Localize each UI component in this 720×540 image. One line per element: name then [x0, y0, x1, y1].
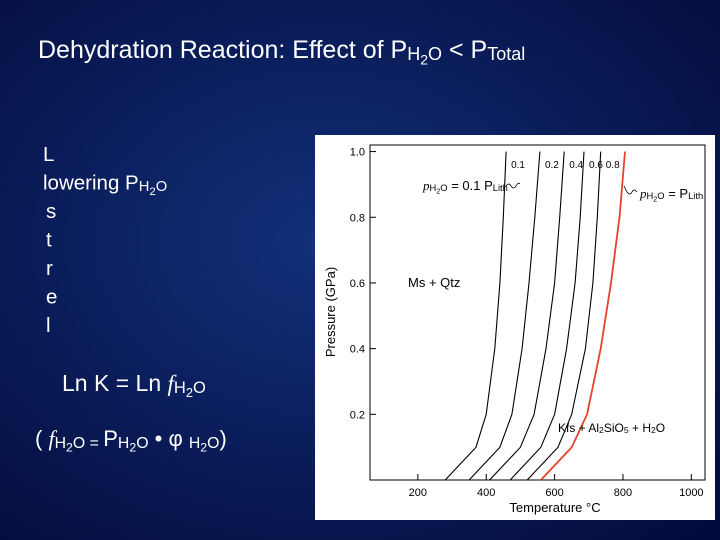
text-part: + H [629, 421, 651, 435]
annotation: Kfs + Al2SiO5 + H2O [558, 421, 665, 435]
body-line: L [43, 143, 54, 166]
text-part: l [46, 314, 51, 337]
text-part: Lith [493, 183, 508, 193]
slide-title: Dehydration Reaction: Effect of PH2O < P… [38, 36, 525, 68]
x-tick-label: 400 [477, 487, 495, 499]
text-part: O [193, 378, 206, 397]
text-part: L [43, 143, 54, 166]
x-axis-title: Temperature °C [509, 500, 600, 515]
annotation-pointer [623, 185, 638, 195]
text-part: O [656, 421, 665, 435]
text-part: 2 [186, 385, 193, 400]
text-part: H [430, 183, 437, 193]
series-label: 0.8 [606, 160, 620, 171]
text-part: H [139, 179, 150, 195]
text-part: 2 [436, 186, 440, 195]
curve [444, 151, 507, 481]
text-part: p [422, 178, 430, 193]
annotation: pH2O = 0.1 PLith [422, 178, 508, 195]
text-part: p [639, 186, 647, 201]
text-part: H [407, 44, 420, 64]
text-part: H [118, 435, 129, 452]
y-axis-title: Pressure (GPa) [323, 267, 338, 357]
text-part: ) [219, 426, 226, 451]
series-label: 0.2 [545, 160, 559, 171]
text-part: 2 [420, 52, 428, 68]
text-part: 2 [653, 194, 657, 203]
text-part: s [46, 200, 56, 223]
text-part: P [103, 426, 118, 451]
text-part: 2 [66, 441, 73, 455]
body-line: lowering PH2O [43, 172, 167, 198]
curve [468, 151, 541, 481]
text-part: Lith [688, 191, 703, 201]
text-part: O [136, 435, 148, 452]
y-tick-label: 0.4 [350, 344, 365, 356]
series-label: 0.4 [569, 160, 583, 171]
equation: Ln K = Ln fH2O [62, 370, 206, 400]
text-part: O [428, 44, 442, 64]
text-part: H [55, 435, 66, 452]
x-tick-label: 1000 [679, 487, 703, 499]
text-part: Total [487, 44, 525, 64]
annotation-pointer [505, 182, 521, 189]
text-part: t [46, 229, 52, 252]
curve [489, 151, 565, 481]
y-tick-label: 0.2 [350, 409, 365, 421]
text-part: 5 [624, 425, 629, 435]
text-part: 2 [651, 425, 656, 435]
y-tick-label: 0.8 [350, 212, 365, 224]
x-tick-label: 200 [409, 487, 427, 499]
text-part: • φ [149, 426, 189, 451]
equation: ( fH2O = PH2O • φ H2O) [35, 426, 227, 455]
text-part: H [189, 435, 200, 452]
body-line: l [46, 314, 51, 337]
text-part: Dehydration Reaction: Effect of P [38, 36, 407, 64]
y-tick-label: 0.6 [350, 278, 365, 290]
text-part: Kfs + Al [558, 421, 599, 435]
curve [540, 151, 626, 481]
text-part: 2 [149, 186, 155, 198]
plot-frame [369, 144, 706, 481]
text-part: SiO [604, 421, 624, 435]
text-part: ( [35, 426, 48, 451]
text-part: 2 [599, 425, 604, 435]
text-part: O [207, 435, 219, 452]
text-part: r [46, 257, 53, 280]
chart-panel [315, 135, 715, 520]
x-tick-label: 800 [614, 487, 632, 499]
text-part: Ms + Qtz [408, 275, 460, 290]
text-part: Ln K = Ln [62, 370, 168, 396]
text-part: = P [665, 186, 689, 201]
text-part: < P [442, 36, 487, 64]
text-part: 2 [200, 441, 207, 455]
text-part: e [46, 286, 57, 309]
annotation: Ms + Qtz [408, 275, 460, 290]
annotation: pH2O = PLith [639, 186, 703, 203]
text-part: O [657, 191, 664, 201]
body-line: r [46, 257, 53, 280]
x-tick-label: 600 [545, 487, 563, 499]
y-tick-label: 1.0 [350, 147, 365, 159]
body-line: t [46, 229, 52, 252]
body-line: e [46, 286, 57, 309]
text-part: O [156, 179, 167, 195]
text-part: f [168, 371, 178, 396]
text-part: 2 [129, 441, 136, 455]
body-line: s [46, 200, 56, 223]
text-part: = 0.1 P [448, 178, 493, 193]
series-label: 0.6 [589, 160, 603, 171]
curve [526, 151, 602, 481]
text-part: O [440, 183, 447, 193]
text-part: f [48, 426, 57, 451]
text-part: lowering P [43, 172, 139, 195]
curve [509, 151, 585, 481]
text-part: H [647, 191, 654, 201]
text-part: O = [73, 435, 103, 452]
series-label: 0.1 [511, 160, 525, 171]
text-part: H [174, 378, 186, 397]
